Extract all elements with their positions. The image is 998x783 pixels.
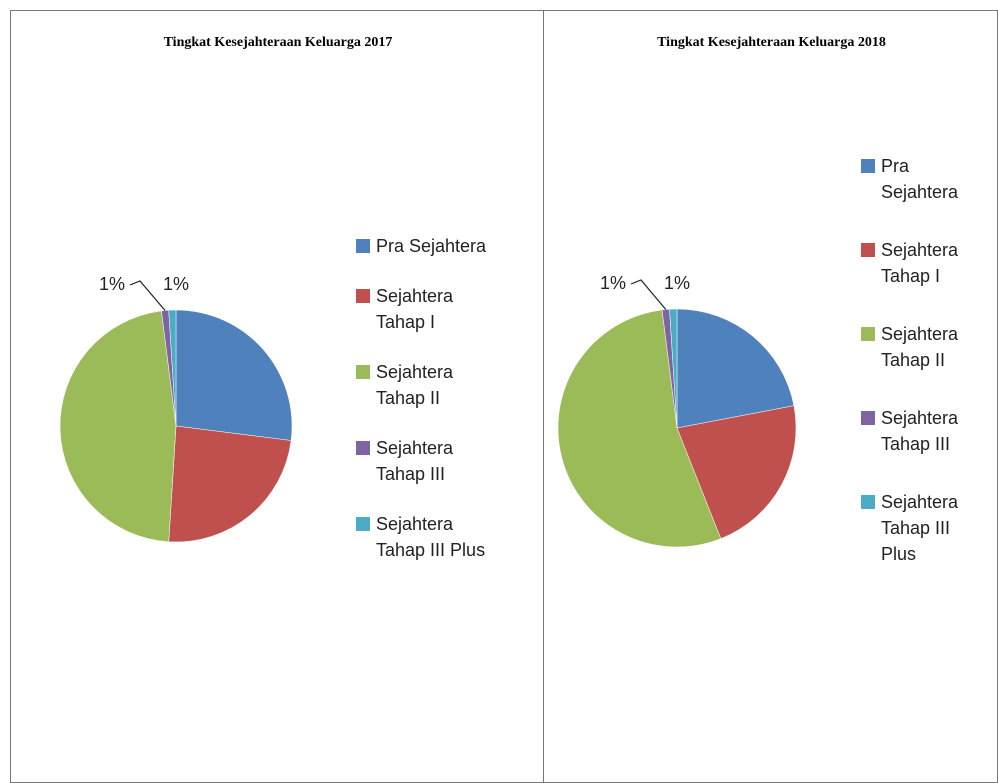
legend-label: Pra Sejahtera (376, 236, 487, 256)
legend-swatch (356, 289, 370, 303)
pie-slice (557, 309, 722, 548)
legend: Pra Sejahtera Sejahtera Tahap I Sejahtera … (861, 153, 976, 599)
legend-label: Sejahtera Tahap III Plus (376, 514, 486, 560)
legend-item: Sejahtera Tahap III (356, 435, 506, 487)
pie-slice (168, 309, 177, 427)
leader-line (630, 279, 667, 310)
legend-swatch (356, 441, 370, 455)
legend-swatch (356, 239, 370, 253)
legend-item: Pra Sejahtera (356, 233, 506, 259)
chart-panel: Tingkat Kesejahteraan Keluarga 2018 1% 1% P… (543, 10, 998, 783)
legend-label: Sejahtera Tahap III (376, 438, 454, 484)
legend-item: Sejahtera Tahap III Plus (861, 489, 976, 567)
legend-item: Sejahtera Tahap I (356, 283, 506, 335)
legend-swatch (861, 411, 875, 425)
chart: Tingkat Kesejahteraan Keluarga 2018 1% 1% (557, 35, 886, 548)
legend-item: Sejahtera Tahap III (861, 405, 976, 457)
chart-title: Tingkat Kesejahteraan Keluarga 2017 (164, 35, 393, 50)
legend-swatch (356, 517, 370, 531)
legend-swatch (861, 159, 875, 173)
legend-item: Sejahtera Tahap II (861, 321, 976, 373)
pie-slice (669, 308, 678, 429)
pie-slice (676, 405, 797, 539)
leader-line (129, 280, 166, 311)
legend: Pra Sejahtera Sejahtera Tahap I Sejahtera … (356, 233, 506, 587)
chart-title: Tingkat Kesejahteraan Keluarga 2018 (657, 35, 886, 50)
legend-swatch (356, 365, 370, 379)
legend-label: Sejahtera Tahap I (881, 240, 959, 286)
legend-swatch (861, 243, 875, 257)
legend-label: Sejahtera Tahap II (376, 362, 454, 408)
legend-label: Sejahtera Tahap III (881, 408, 959, 454)
pie-slice (175, 309, 293, 441)
legend-label: Pra Sejahtera (881, 156, 959, 202)
legend-label: Sejahtera Tahap I (376, 286, 454, 332)
pie-slice (59, 310, 177, 543)
legend-label: Sejahtera Tahap II (881, 324, 959, 370)
legend-label: Sejahtera Tahap III Plus (881, 492, 959, 564)
legend-swatch (861, 495, 875, 509)
pie-slice (168, 425, 292, 543)
legend-item: Pra Sejahtera (861, 153, 976, 205)
legend-item: Sejahtera Tahap I (861, 237, 976, 289)
legend-item: Sejahtera Tahap II (356, 359, 506, 411)
data-label: 1% (99, 274, 125, 294)
data-label: 1% (664, 273, 690, 293)
legend-item: Sejahtera Tahap III Plus (356, 511, 506, 563)
data-label: 1% (163, 274, 189, 294)
legend-swatch (861, 327, 875, 341)
chart: Tingkat Kesejahteraan Keluarga 2017 1% 1% (59, 35, 393, 543)
data-label: 1% (600, 273, 626, 293)
chart-panel: Tingkat Kesejahteraan Keluarga 2017 1% 1% P… (10, 10, 544, 783)
pie-slice (676, 308, 795, 429)
